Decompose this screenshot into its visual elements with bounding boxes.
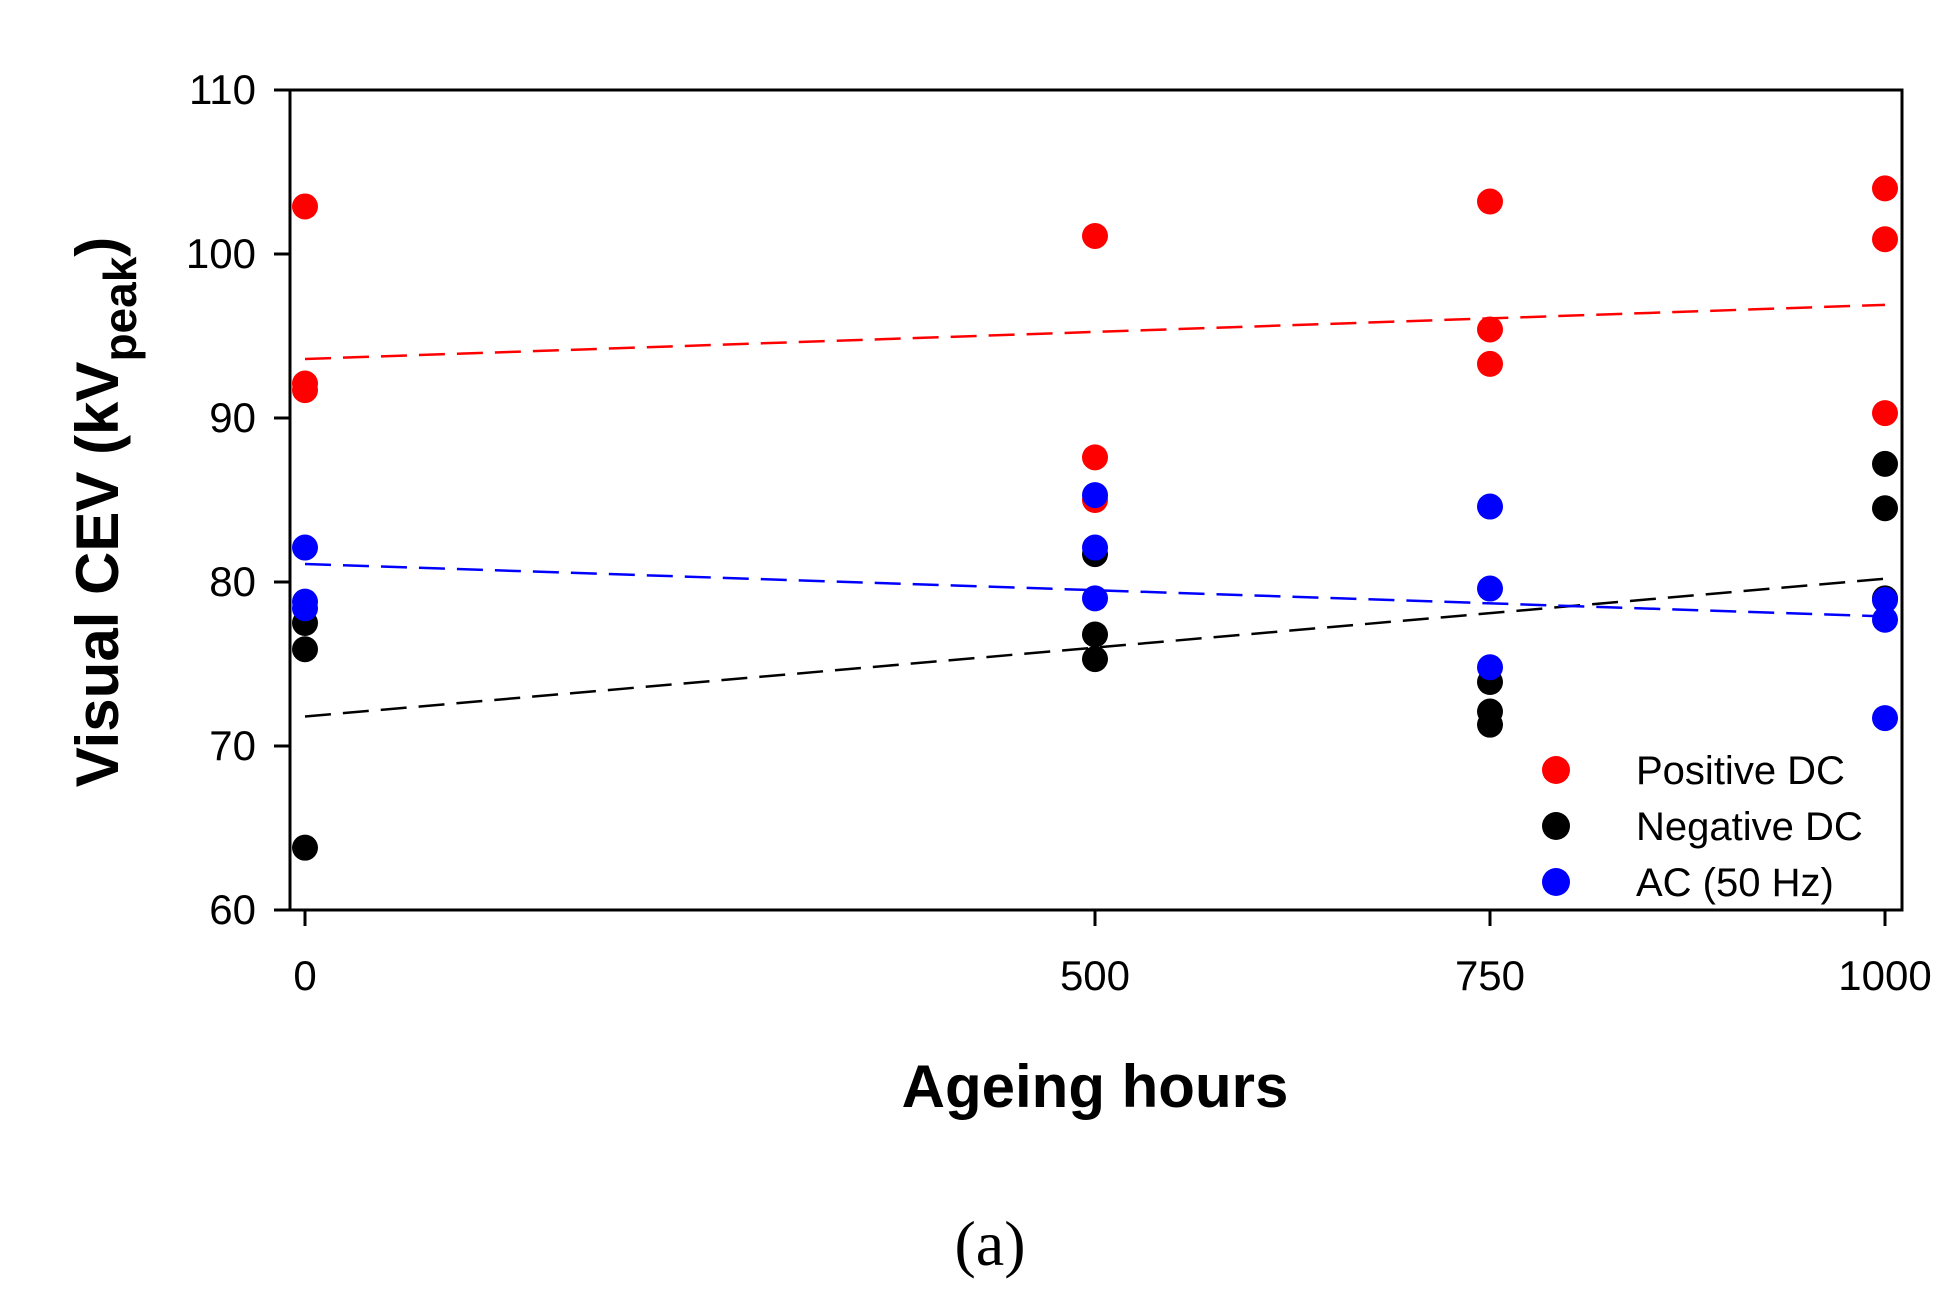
data-point-series-1 [292, 636, 318, 663]
data-point-series-0 [292, 193, 318, 220]
y-axis-title: Visual CEV (kVpeak) [64, 237, 146, 788]
y-axis-title-close: ) [64, 237, 131, 257]
y-tick-label: 100 [186, 230, 256, 277]
data-point-series-1 [1082, 621, 1108, 648]
data-point-series-0 [1477, 316, 1503, 343]
legend: Positive DC Negative DC AC (50 Hz) [1542, 749, 1863, 905]
y-tick-label: 80 [209, 558, 256, 605]
data-point-series-2 [1872, 705, 1898, 732]
data-point-series-1 [1872, 450, 1898, 477]
x-tick-label: 500 [1060, 952, 1130, 999]
x-axis-title: Ageing hours [902, 1053, 1289, 1120]
y-tick-label: 60 [209, 886, 256, 933]
data-point-series-2 [1477, 575, 1503, 602]
data-point-series-2 [1872, 606, 1898, 633]
data-point-series-2 [1477, 654, 1503, 681]
y-axis: 60 70 80 90 100 110 [186, 66, 290, 933]
data-point-series-1 [1477, 711, 1503, 738]
x-tick-label: 750 [1455, 952, 1525, 999]
trend-lines [304, 303, 1886, 718]
data-point-series-2 [1477, 493, 1503, 520]
data-point-series-0 [1477, 188, 1503, 215]
x-axis: 0 500 750 1000 [293, 910, 1932, 999]
trend-line-0 [304, 303, 1886, 361]
y-axis-title-main: Visual CEV (kV [64, 362, 131, 788]
x-tick-label: 0 [293, 952, 316, 999]
data-point-series-0 [1872, 226, 1898, 253]
legend-label: Negative DC [1636, 805, 1863, 849]
y-tick-label: 110 [189, 66, 256, 113]
legend-label: AC (50 Hz) [1636, 861, 1834, 905]
data-point-series-0 [292, 377, 318, 404]
trend-line-2 [304, 562, 1886, 618]
data-point-series-2 [1872, 587, 1898, 614]
legend-label: Positive DC [1636, 749, 1845, 793]
data-point-series-2 [292, 595, 318, 622]
data-point-series-2 [1082, 534, 1108, 561]
data-point-series-0 [1082, 222, 1108, 249]
data-point-series-1 [1082, 646, 1108, 673]
data-point-series-2 [292, 534, 318, 561]
data-point-series-2 [1082, 482, 1108, 509]
y-axis-title-subscript: peak [94, 256, 146, 361]
data-point-series-1 [292, 834, 318, 861]
y-tick-label: 90 [209, 394, 256, 441]
figure-caption: (a) [954, 1208, 1025, 1279]
y-tick-label: 70 [209, 722, 256, 769]
data-point-series-0 [1872, 175, 1898, 202]
legend-marker [1542, 868, 1570, 896]
data-point-series-2 [1082, 585, 1108, 612]
legend-marker [1542, 756, 1570, 784]
data-point-series-0 [1082, 444, 1108, 471]
data-point-series-0 [1477, 350, 1503, 377]
data-point-series-0 [1872, 400, 1898, 427]
data-points [292, 175, 1898, 861]
data-point-series-1 [1872, 495, 1898, 522]
legend-marker [1542, 812, 1570, 840]
x-tick-label: 1000 [1838, 952, 1931, 999]
